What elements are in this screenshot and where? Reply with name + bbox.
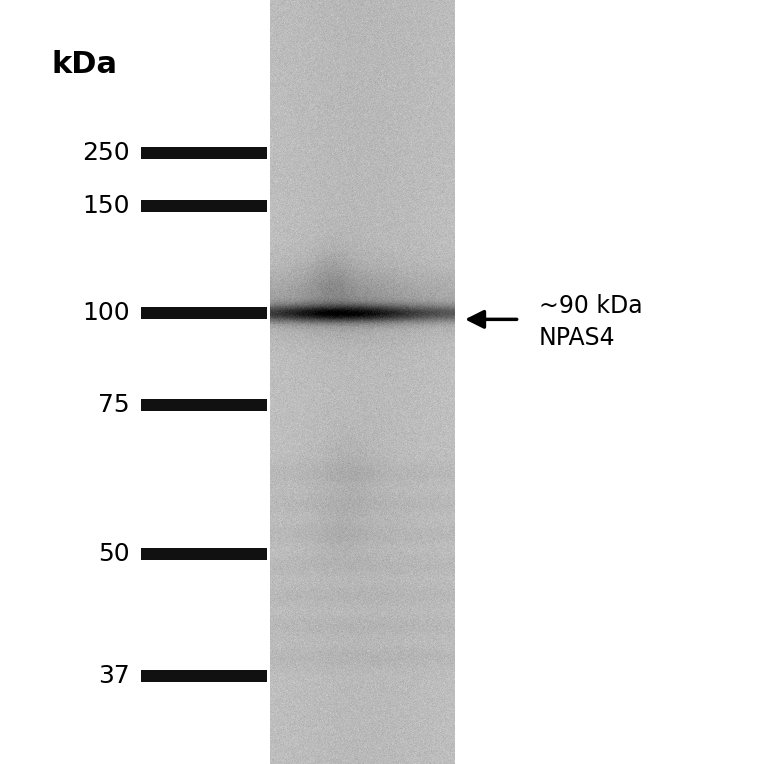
Text: 50: 50 bbox=[99, 542, 130, 566]
Bar bbox=[141, 147, 267, 159]
Bar bbox=[141, 670, 267, 682]
Bar bbox=[141, 548, 267, 560]
Bar bbox=[141, 200, 267, 212]
Text: 75: 75 bbox=[99, 393, 130, 417]
Text: 150: 150 bbox=[83, 194, 130, 219]
Text: 37: 37 bbox=[98, 664, 130, 688]
Text: kDa: kDa bbox=[51, 50, 117, 79]
Text: 250: 250 bbox=[83, 141, 130, 165]
Text: ~90 kDa: ~90 kDa bbox=[539, 293, 643, 318]
Bar bbox=[141, 307, 267, 319]
Bar bbox=[141, 399, 267, 411]
Text: NPAS4: NPAS4 bbox=[539, 325, 615, 350]
Text: 100: 100 bbox=[83, 301, 130, 325]
